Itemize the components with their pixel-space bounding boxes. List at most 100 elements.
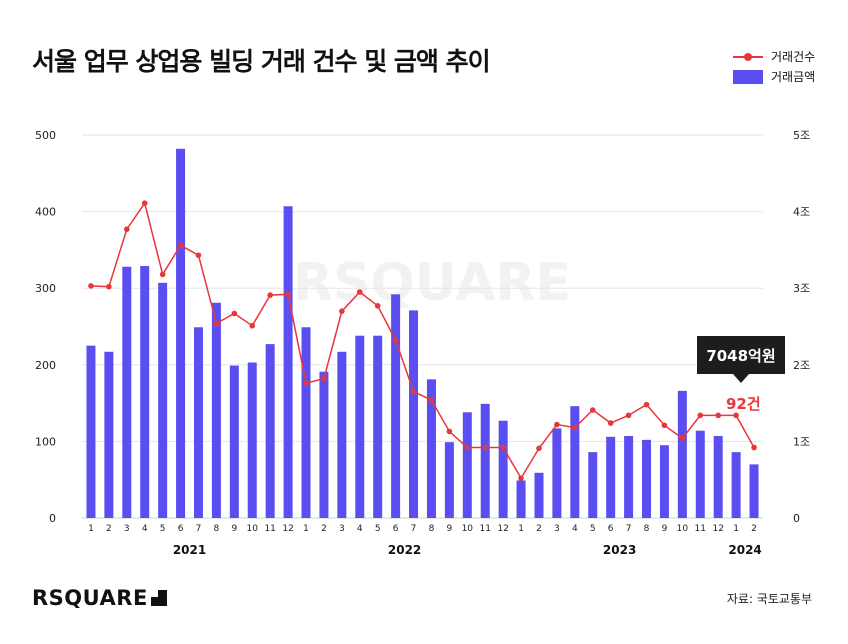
amount-bar [659,445,669,518]
amount-bar [229,365,239,518]
count-point [536,445,542,452]
count-point [177,242,184,249]
count-point [88,283,94,289]
amount-bar [444,442,454,518]
month-tick-label: 3 [339,524,345,534]
amount-bar [122,266,132,518]
count-point [554,421,560,428]
month-tick-label: 11 [264,524,275,534]
amount-bar [731,452,741,518]
amount-bar [319,371,329,518]
amount-bars [86,148,759,518]
count-point [124,226,130,233]
logo-mark-icon [150,590,167,606]
legend-item-count: 거래건수 [733,48,815,65]
count-point [697,412,704,419]
count-point [518,475,524,481]
amount-bar [373,335,383,518]
amount-bar [552,428,562,518]
count-point [303,380,309,386]
amount-bar [247,362,257,518]
amount-bar [462,412,472,518]
legend-label-amount: 거래금액 [771,70,816,84]
amount-bar [104,351,114,518]
count-point [625,412,632,419]
amount-bar [695,430,705,518]
month-tick-label: 2 [751,524,757,534]
month-tick-label: 7 [626,524,632,534]
month-tick-label: 8 [214,524,220,534]
month-tick-label: 5 [590,524,596,534]
count-point [607,420,614,426]
year-label: 2023 [603,543,636,557]
year-label: 2022 [388,543,421,557]
month-tick-label: 2 [321,524,327,534]
callout-amount: 7048억원 [697,336,785,383]
right-tick-label: 2조 [793,359,810,372]
right-tick-label: 3조 [793,282,810,295]
left-tick-label: 100 [35,435,56,448]
count-point [446,428,453,435]
count-point [267,292,273,298]
month-tick-label: 5 [160,524,166,534]
month-tick-label: 4 [572,524,578,534]
month-tick-label: 6 [178,524,184,534]
month-tick-label: 10 [677,524,689,534]
year-label: 2024 [728,543,761,557]
count-point [572,424,578,431]
amount-bar [265,344,275,518]
year-label: 2021 [173,543,206,557]
month-tick-label: 4 [142,524,148,534]
legend-label-count: 거래건수 [771,50,816,64]
amount-bar [86,345,96,518]
amount-bar [516,480,526,518]
month-tick-label: 10 [247,524,259,534]
left-tick-label: 300 [35,282,56,295]
rsquare-logo: RSQUARE [32,586,167,610]
logo-text: RSQUARE [32,586,148,610]
left-tick-label: 500 [35,129,56,142]
amount-bar [480,403,490,518]
amount-bar [588,452,598,518]
amount-bar [193,327,203,518]
count-point [159,271,166,278]
count-line-path [90,201,755,480]
amount-bar [426,379,436,518]
month-tick-label: 3 [124,524,130,534]
right-tick-label: 4조 [793,206,810,219]
month-tick-label: 10 [462,524,474,534]
month-tick-label: 4 [357,524,363,534]
month-tick-label: 1 [303,524,309,534]
count-point [464,444,471,451]
amount-bar [158,282,168,518]
amount-bar [677,390,687,518]
count-point [356,289,363,295]
month-tick-label: 9 [231,524,237,534]
count-point [231,310,238,317]
month-tick-label: 1 [518,524,524,534]
amount-bar [749,464,759,518]
month-tick-label: 5 [375,524,381,534]
amount-bar [570,406,580,518]
count-point [751,444,757,451]
count-point [679,435,686,442]
legend-item-amount: 거래금액 [733,68,815,85]
legend-bar-swatch [733,69,763,84]
left-tick-label: 400 [35,206,56,219]
count-point [321,375,327,382]
left-tick-label: 200 [35,359,56,372]
month-tick-label: 3 [554,524,560,534]
count-point [249,322,256,329]
count-point [643,401,650,408]
count-point [733,412,739,419]
count-point [339,308,345,314]
month-tick-label: 2 [536,524,542,534]
amount-bar [355,335,365,518]
month-tick-label: 12 [282,524,293,534]
month-tick-label: 11 [479,524,490,534]
watermark-text: RSQUARE [293,253,571,313]
callout-count: 92건 [726,395,761,413]
amount-bar [211,302,221,518]
